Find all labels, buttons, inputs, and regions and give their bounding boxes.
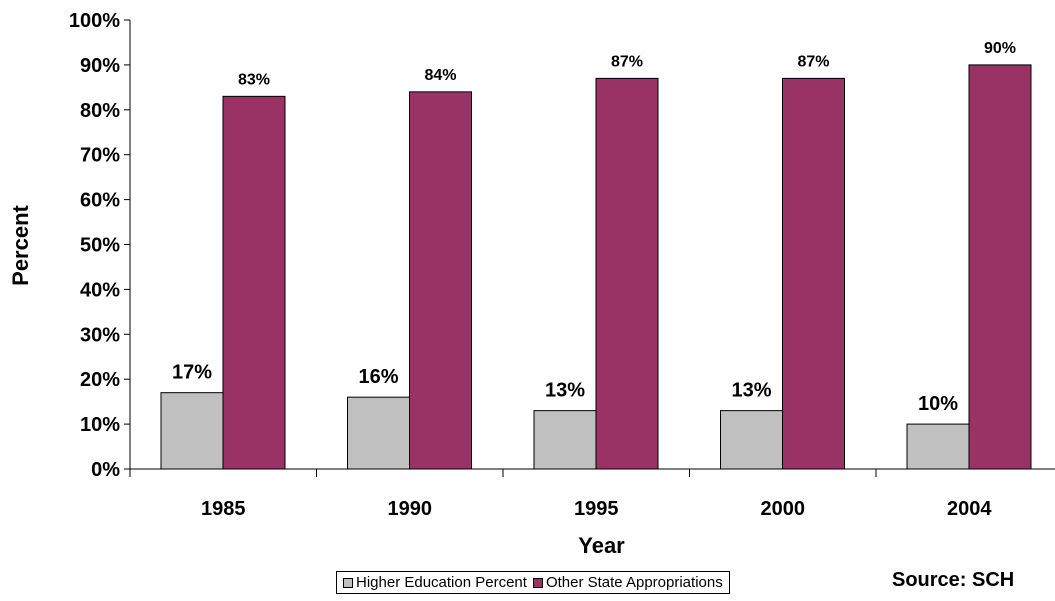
legend-item-other-state: Other State Appropriations: [532, 574, 723, 591]
x-axis-title: Year: [578, 533, 625, 558]
legend-swatch-higher-education: [343, 577, 353, 588]
y-tick-label: 60%: [80, 190, 120, 212]
x-tick-label: 2004: [947, 498, 992, 520]
data-label-other-state: 84%: [424, 67, 456, 84]
data-label-higher-education: 10%: [918, 393, 958, 415]
y-tick-label: 10%: [80, 414, 120, 436]
bar-higher-education: [906, 423, 970, 470]
y-tick-label: 0%: [91, 459, 120, 481]
bar-other-state: [968, 64, 1032, 470]
y-tick-label: 30%: [80, 324, 120, 346]
x-tick-label: 1995: [574, 498, 619, 520]
bar-other-state: [595, 77, 659, 470]
bar-higher-education: [347, 396, 410, 470]
y-tick-label: 70%: [80, 145, 120, 167]
data-label-higher-education: 16%: [358, 366, 398, 388]
data-label-other-state: 90%: [984, 40, 1016, 57]
legend: Higher Education Percent Other State App…: [336, 571, 730, 594]
legend-label-higher-education: Higher Education Percent: [356, 574, 527, 591]
data-label-other-state: 87%: [797, 53, 829, 70]
bar-higher-education: [533, 410, 597, 470]
y-tick-label: 50%: [80, 235, 120, 257]
source-note: Source: SCH: [892, 569, 1015, 591]
data-label-higher-education: 13%: [731, 380, 771, 402]
bar-other-state: [782, 77, 845, 470]
x-tick-label: 1990: [388, 498, 433, 520]
y-axis-title: Percent: [8, 204, 33, 285]
bar-higher-education: [160, 392, 224, 470]
data-label-other-state: 87%: [611, 53, 643, 70]
legend-swatch-other-state: [532, 577, 543, 588]
bar-other-state: [222, 95, 286, 470]
data-label-higher-education: 13%: [545, 380, 585, 402]
x-tick-label: 2000: [761, 498, 806, 520]
y-tick-label: 90%: [80, 55, 120, 77]
legend-label-other-state: Other State Appropriations: [545, 574, 723, 591]
data-label-higher-education: 17%: [172, 362, 212, 384]
y-tick-label: 40%: [80, 279, 120, 301]
bar-higher-education: [720, 410, 783, 470]
bar-other-state: [409, 91, 472, 470]
y-tick-label: 20%: [80, 369, 120, 391]
y-tick-label: 100%: [69, 10, 120, 32]
y-tick-label: 80%: [80, 100, 120, 122]
data-label-other-state: 83%: [238, 71, 270, 88]
legend-item-higher-education: Higher Education Percent: [343, 574, 527, 591]
x-tick-label: 1985: [201, 498, 246, 520]
